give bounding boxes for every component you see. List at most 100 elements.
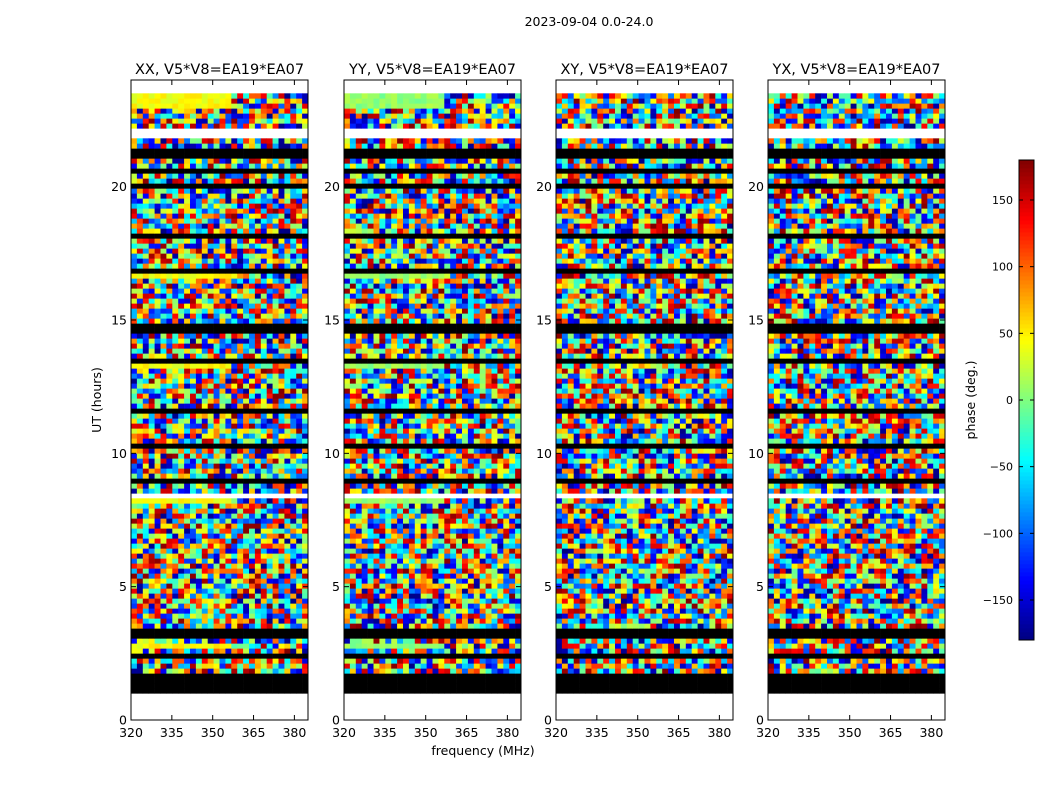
phase-cell	[260, 623, 267, 629]
phase-cell	[148, 103, 155, 109]
phase-cell	[148, 478, 155, 484]
phase-cell	[178, 378, 185, 384]
phase-cell	[355, 608, 362, 614]
phase-cell	[249, 608, 256, 614]
phase-cell	[278, 523, 285, 529]
phase-cell	[201, 578, 208, 584]
phase-cell	[207, 638, 214, 644]
phase-cell	[148, 163, 155, 169]
phase-cell	[296, 613, 303, 619]
phase-cell	[403, 578, 410, 584]
phase-cell	[266, 328, 273, 334]
phase-cell	[344, 553, 351, 559]
phase-cell	[243, 188, 250, 194]
phase-cell	[201, 428, 208, 434]
phase-cell	[479, 593, 486, 599]
phase-cell	[290, 508, 297, 514]
phase-cell	[497, 663, 504, 669]
phase-cell	[231, 518, 238, 524]
phase-cell	[160, 118, 167, 124]
phase-cell	[136, 208, 144, 214]
phase-cell	[148, 313, 155, 319]
phase-cell	[184, 303, 191, 309]
phase-cell	[166, 353, 173, 359]
phase-cell	[408, 533, 416, 539]
phase-cell	[266, 378, 273, 384]
phase-cell	[154, 363, 161, 369]
phase-cell	[172, 643, 179, 649]
phase-cell	[213, 148, 220, 154]
phase-cell	[225, 303, 232, 309]
phase-cell	[249, 298, 256, 304]
phase-cell	[491, 648, 498, 654]
phase-cell	[278, 353, 285, 359]
phase-cell	[131, 123, 138, 129]
phase-cell	[154, 383, 161, 389]
phase-cell	[272, 418, 279, 424]
phase-cell	[190, 423, 197, 429]
phase-cell	[184, 223, 191, 229]
phase-cell	[284, 238, 291, 244]
phase-cell	[178, 633, 185, 639]
phase-cell	[296, 123, 303, 129]
phase-cell	[260, 523, 267, 529]
phase-cell	[172, 473, 179, 479]
phase-cell	[467, 468, 475, 474]
phase-cell	[231, 598, 238, 604]
phase-cell	[260, 153, 267, 159]
phase-cell	[131, 598, 138, 604]
phase-cell	[172, 213, 179, 219]
phase-cell	[408, 623, 416, 629]
phase-cell	[467, 498, 475, 504]
phase-cell	[450, 583, 457, 589]
phase-cell	[190, 123, 197, 129]
phase-cell	[190, 273, 197, 279]
phase-cell	[201, 203, 208, 209]
phase-cell	[131, 358, 138, 364]
phase-cell	[344, 593, 351, 599]
phase-cell	[213, 408, 220, 414]
phase-cell	[207, 668, 214, 674]
phase-cell	[373, 448, 380, 454]
phase-cell	[515, 553, 521, 559]
phase-cell	[172, 488, 179, 494]
phase-cell	[190, 163, 197, 169]
phase-cell	[166, 623, 173, 629]
phase-cell	[213, 123, 220, 129]
phase-cell	[172, 413, 179, 419]
phase-cell	[178, 318, 185, 324]
phase-cell	[219, 103, 226, 109]
phase-cell	[195, 118, 203, 124]
phase-cell	[225, 568, 232, 574]
phase-cell	[213, 138, 220, 144]
phase-cell	[237, 673, 244, 679]
phase-cell	[302, 498, 308, 504]
phase-cell	[479, 618, 486, 624]
phase-cell	[225, 588, 232, 594]
phase-cell	[166, 153, 173, 159]
phase-cell	[131, 558, 138, 564]
phase-cell	[195, 633, 203, 639]
phase-cell	[408, 628, 416, 634]
phase-cell	[385, 618, 392, 624]
phase-cell	[503, 573, 510, 579]
phase-cell	[213, 653, 220, 659]
phase-cell	[254, 293, 262, 299]
phase-cell	[479, 483, 486, 489]
phase-cell	[272, 488, 279, 494]
phase-cell	[497, 613, 504, 619]
phase-cell	[456, 668, 463, 674]
phase-cell	[178, 533, 185, 539]
phase-cell	[178, 513, 185, 519]
phase-cell	[142, 113, 149, 119]
phase-cell	[166, 198, 173, 204]
phase-cell	[225, 393, 232, 399]
phase-cell	[284, 313, 291, 319]
phase-cell	[397, 683, 404, 689]
phase-cell	[272, 273, 279, 279]
phase-cell	[190, 508, 197, 514]
phase-cell	[172, 278, 179, 284]
phase-cell	[254, 578, 262, 584]
phase-cell	[403, 638, 410, 644]
phase-cell	[355, 488, 362, 494]
